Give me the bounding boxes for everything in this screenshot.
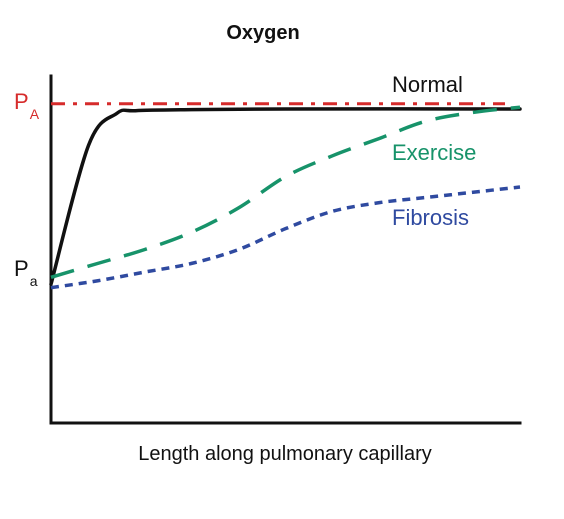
series-line-normal xyxy=(49,107,522,286)
axis-marker-label-pa-sub: a xyxy=(30,273,38,289)
series-line-exercise xyxy=(50,105,521,279)
series-label-normal: Normal xyxy=(392,72,463,97)
series-line-fibrosis xyxy=(50,185,521,290)
reference-line-label-pa-sub: A xyxy=(30,106,40,122)
axis-marker-label-pa: Pa xyxy=(14,256,38,289)
series-label-fibrosis: Fibrosis xyxy=(392,205,469,230)
series-label-exercise: Exercise xyxy=(392,140,476,165)
reference-line-label-pa: PA xyxy=(14,89,40,122)
x-axis-label: Length along pulmonary capillary xyxy=(138,443,432,465)
plot-layer: PA Pa Normal Exercise Fibrosis xyxy=(14,72,522,425)
chart-title: Oxygen xyxy=(226,22,299,44)
